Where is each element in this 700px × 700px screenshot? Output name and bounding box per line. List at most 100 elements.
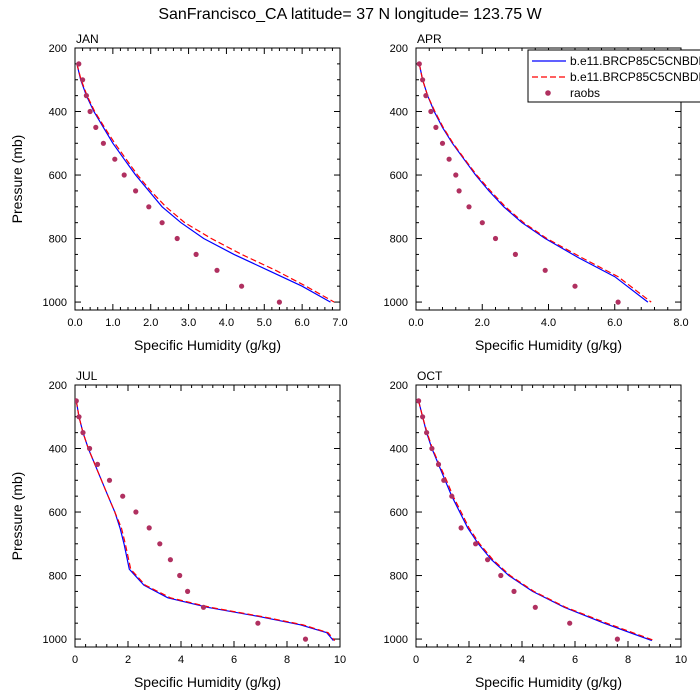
- panel-jul: JUL 0 2 4 6 8 10 200 400 600 800 1000 Specific Humid…: [9, 369, 346, 690]
- raobs-point: [120, 493, 126, 499]
- raobs-point: [80, 77, 86, 83]
- raobs-point: [433, 124, 439, 130]
- y-tick-label: 600: [390, 507, 408, 519]
- raobs-point: [567, 620, 573, 626]
- raobs-point: [83, 93, 89, 99]
- y-tick-label: 800: [49, 234, 67, 246]
- x-tick-label: 8: [284, 654, 290, 666]
- raobs-point: [239, 283, 245, 289]
- raobs-point: [76, 414, 82, 420]
- x-tick-label: 6.0: [294, 317, 309, 329]
- y-tick-label: 800: [390, 234, 408, 246]
- y-tick-label: 400: [49, 444, 67, 456]
- raobs-point: [456, 188, 462, 194]
- series-line-1: [418, 400, 653, 642]
- y-tick-label: 1000: [43, 297, 67, 309]
- x-axis-title: Specific Humidity (g/kg): [134, 674, 281, 690]
- x-tick-label: 2.0: [475, 317, 490, 329]
- raobs-point: [121, 172, 127, 178]
- plot-frame: [74, 47, 341, 311]
- raobs-point: [542, 267, 548, 273]
- x-tick-label: 8: [625, 654, 631, 666]
- raobs-point: [159, 220, 165, 226]
- x-tick-label: 10: [675, 654, 687, 666]
- raobs-point: [146, 204, 152, 210]
- raobs-point: [93, 124, 99, 130]
- plot-frame: [415, 384, 682, 648]
- x-axis-title: Specific Humidity (g/kg): [475, 674, 622, 690]
- raobs-point: [423, 93, 429, 99]
- x-tick-label: 0: [413, 654, 419, 666]
- x-tick-label: 4: [178, 654, 184, 666]
- y-tick-label: 600: [390, 170, 408, 182]
- raobs-point: [485, 557, 491, 563]
- y-axis-title: Pressure (mb): [9, 472, 25, 561]
- data-layer: [416, 61, 652, 305]
- x-tick-label: 1.0: [105, 317, 120, 329]
- raobs-point: [174, 235, 180, 242]
- chart-title: SanFrancisco_CA latitude= 37 N longitude…: [158, 6, 542, 23]
- raobs-point: [446, 156, 452, 162]
- raobs-point: [167, 557, 173, 563]
- raobs-point: [429, 445, 435, 452]
- raobs-point: [214, 267, 220, 273]
- x-tick-label: 8.0: [673, 317, 688, 329]
- x-axis-title: Specific Humidity (g/kg): [134, 337, 281, 353]
- series-line-2: [75, 400, 336, 641]
- panel-label: JAN: [76, 32, 99, 46]
- y-tick-label: 200: [390, 380, 408, 392]
- raobs-point: [302, 636, 309, 642]
- y-tick-label: 600: [49, 507, 67, 519]
- x-axis-title: Specific Humidity (g/kg): [475, 337, 622, 353]
- legend-box: [527, 49, 700, 103]
- data-layer: [75, 398, 336, 642]
- x-tick-label: 3.0: [181, 317, 196, 329]
- plot-frame: [74, 384, 341, 648]
- raobs-point: [112, 156, 118, 162]
- raobs-point: [255, 620, 261, 626]
- x-tick-label: 4.0: [219, 317, 234, 329]
- series-line-2: [76, 63, 335, 303]
- raobs-point: [479, 220, 485, 226]
- raobs-point: [420, 414, 426, 420]
- raobs-point: [428, 108, 434, 115]
- legend-label: b.e11.BRCP85C5CNBDRD.f09_g16.001: [570, 54, 700, 68]
- raobs-point: [424, 430, 430, 436]
- x-tick-label: 6: [572, 654, 578, 666]
- data-layer: [416, 398, 655, 642]
- x-tick-label: 2.0: [143, 317, 158, 329]
- raobs-point: [614, 636, 621, 642]
- raobs-point: [615, 299, 621, 305]
- y-tick-label: 200: [49, 43, 67, 55]
- panel-oct: OCT 0 2 4 6 8 10 200 400 600 800 1000 Specific Humid…: [384, 369, 688, 690]
- y-tick-label: 1000: [384, 634, 408, 646]
- raobs-point: [453, 172, 459, 178]
- y-tick-label: 1000: [43, 634, 67, 646]
- raobs-point: [76, 61, 82, 67]
- series-line-1: [76, 63, 331, 303]
- y-tick-label: 400: [390, 107, 408, 119]
- y-tick-label: 800: [390, 571, 408, 583]
- raobs-point: [466, 204, 472, 210]
- x-tick-label: 0.0: [67, 317, 82, 329]
- x-tick-label: 6: [231, 654, 237, 666]
- raobs-point: [532, 604, 538, 610]
- y-tick-label: 600: [49, 170, 67, 182]
- y-tick-label: 1000: [384, 297, 408, 309]
- raobs-point: [106, 477, 113, 483]
- raobs-point: [449, 493, 455, 499]
- panel-label: JUL: [76, 369, 98, 383]
- raobs-point: [473, 541, 479, 547]
- raobs-point: [420, 77, 426, 83]
- raobs-point: [146, 525, 152, 531]
- raobs-point: [94, 461, 101, 467]
- raobs-point: [157, 541, 163, 547]
- legend-label: raobs: [570, 86, 600, 100]
- y-tick-label: 200: [390, 43, 408, 55]
- x-tick-label: 4.0: [541, 317, 556, 329]
- raobs-point: [100, 140, 106, 146]
- legend: b.e11.BRCP85C5CNBDRD.f09_g16.001 b.e11.BR…: [527, 49, 700, 103]
- x-tick-label: 2: [125, 654, 131, 666]
- raobs-point: [435, 461, 442, 467]
- raobs-point: [511, 588, 517, 595]
